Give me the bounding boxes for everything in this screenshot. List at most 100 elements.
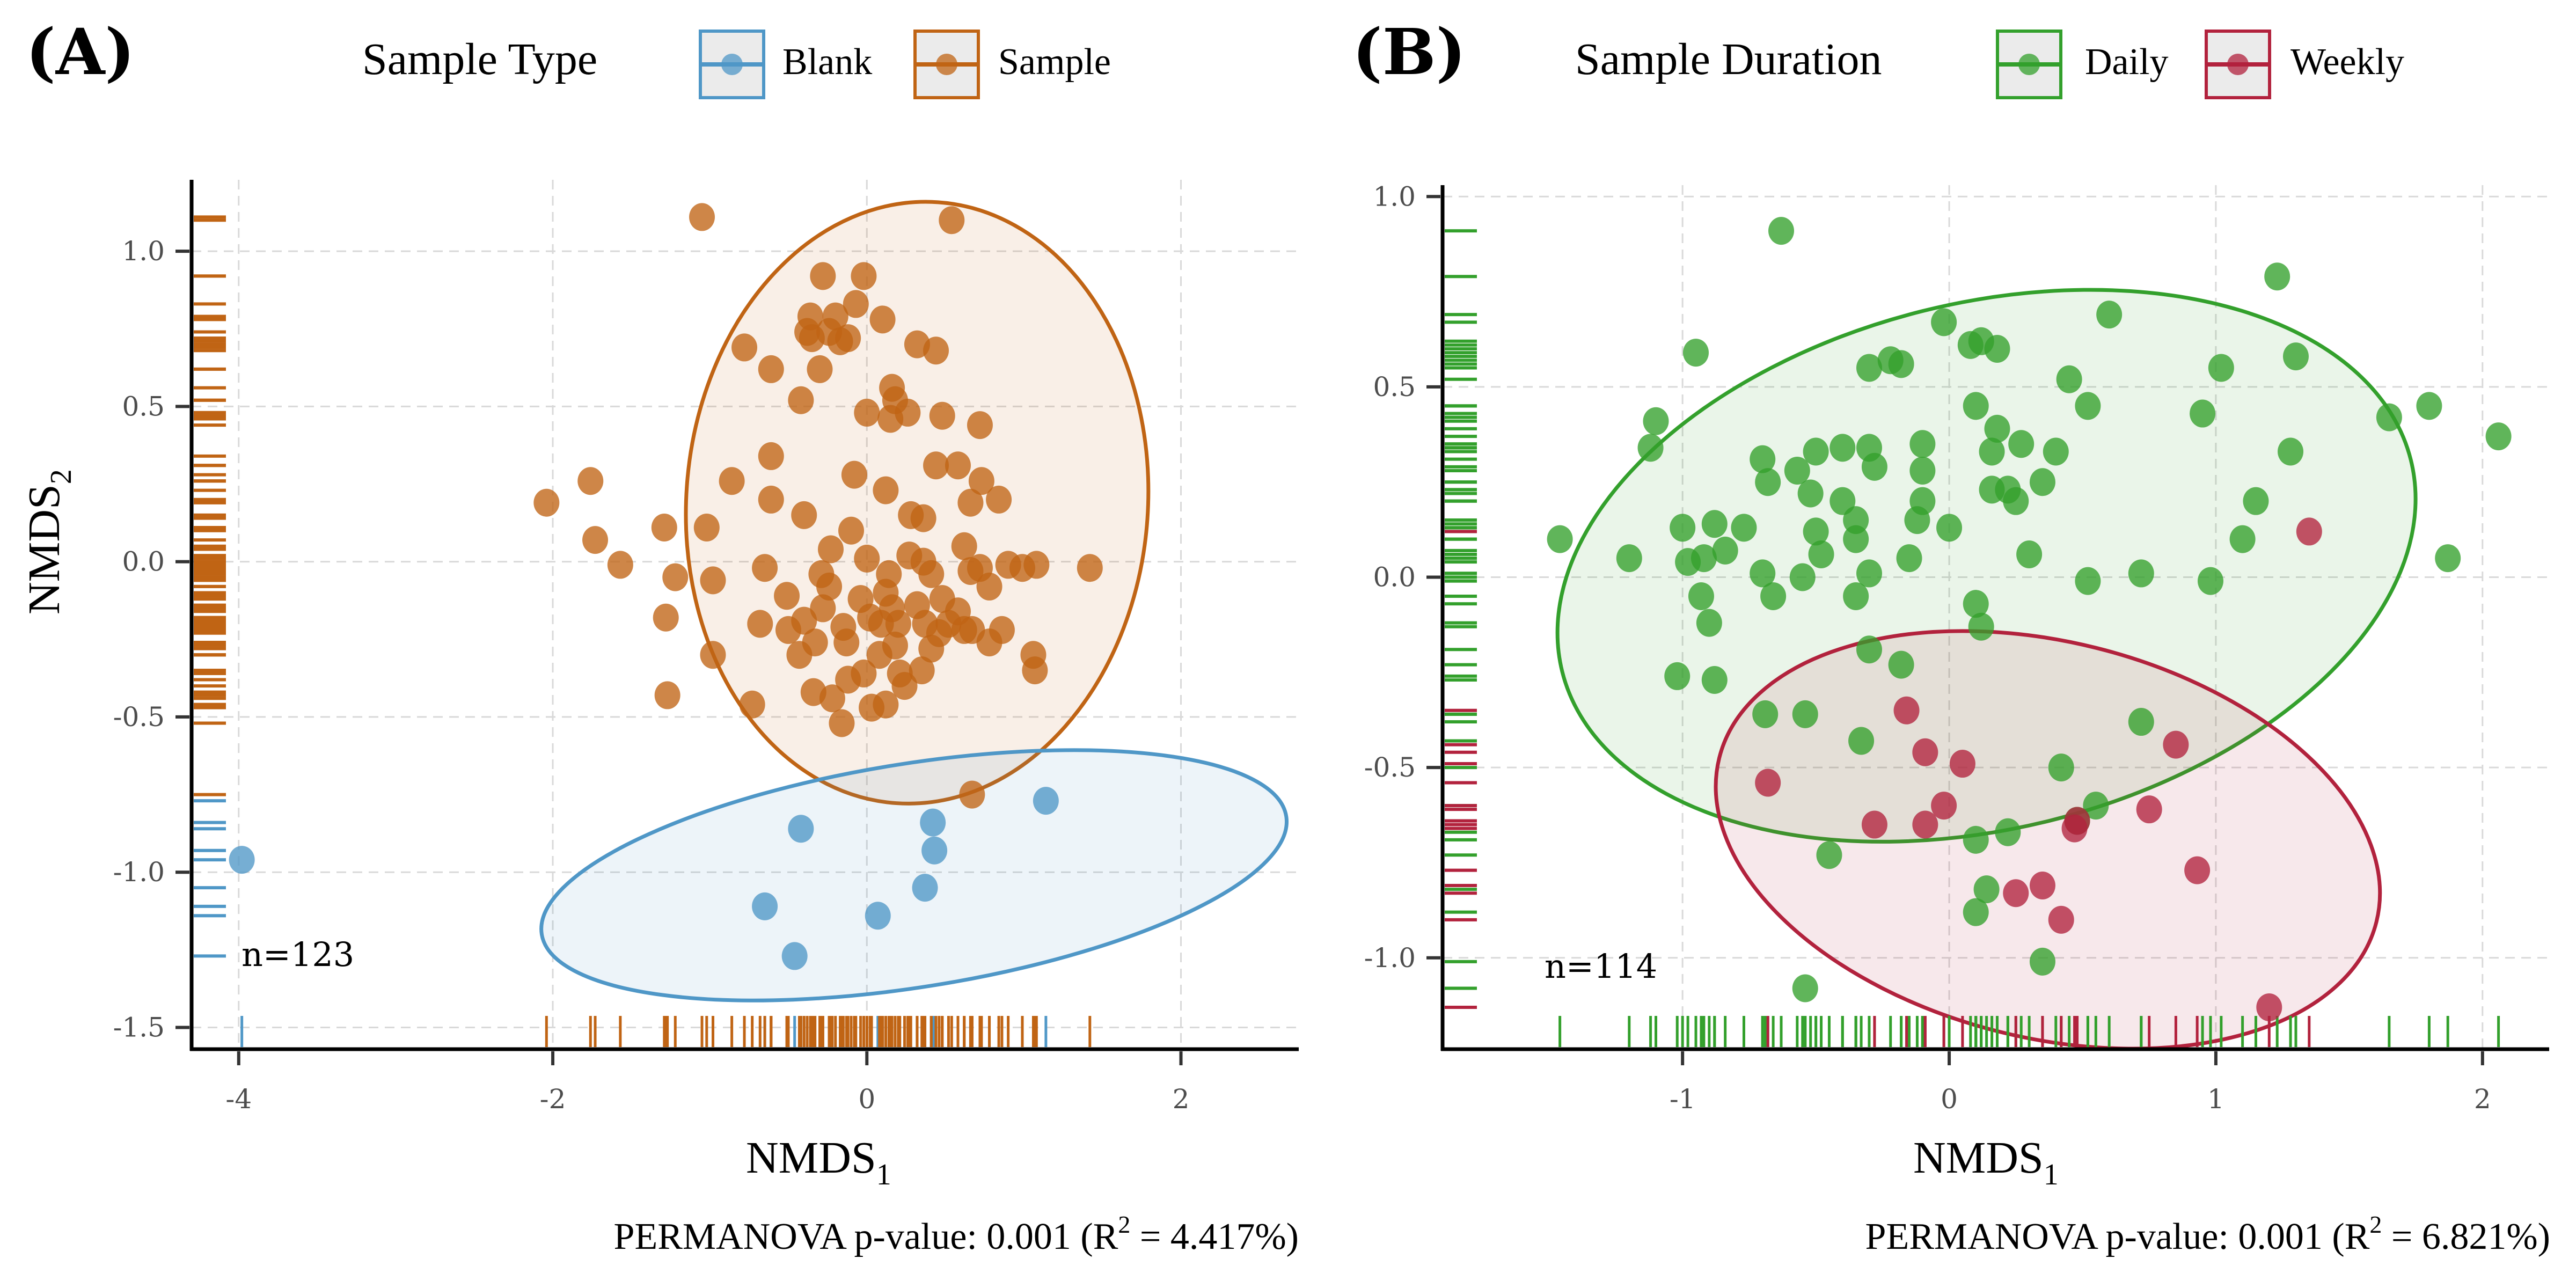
panel-b-point-daily[interactable] xyxy=(2282,342,2309,371)
panel-a-point-sample[interactable] xyxy=(838,516,865,545)
panel-b-point-daily[interactable] xyxy=(1792,974,1818,1002)
panel-b-point-daily[interactable] xyxy=(2416,392,2442,420)
panel-b-point-daily[interactable] xyxy=(1803,517,1829,546)
panel-a-point-sample[interactable] xyxy=(758,485,784,514)
panel-b-point-daily[interactable] xyxy=(1752,700,1779,728)
panel-b-point-daily[interactable] xyxy=(2056,365,2082,393)
panel-a-point-sample[interactable] xyxy=(700,566,726,595)
panel-a-point-sample[interactable] xyxy=(827,327,853,355)
panel-a-point-sample[interactable] xyxy=(791,501,817,529)
panel-a-point-sample[interactable] xyxy=(752,554,778,582)
panel-b-point-weekly[interactable] xyxy=(1861,810,1887,839)
panel-b-point-daily[interactable] xyxy=(2128,559,2154,588)
legend-entry-daily[interactable]: Daily xyxy=(1996,30,2169,99)
panel-b-point-daily[interactable] xyxy=(2229,525,2256,553)
panel-b-point-daily[interactable] xyxy=(1909,456,1936,485)
panel-b-point-daily[interactable] xyxy=(2264,262,2290,291)
panel-a-point-sample[interactable] xyxy=(758,442,784,470)
panel-b-point-daily[interactable] xyxy=(2048,753,2074,782)
panel-a-point-sample[interactable] xyxy=(989,616,1015,644)
panel-b-point-daily[interactable] xyxy=(1547,525,1573,553)
panel-a-point-sample[interactable] xyxy=(654,681,680,709)
panel-b-point-weekly[interactable] xyxy=(1912,810,1938,839)
panel-b-point-weekly[interactable] xyxy=(2029,872,2055,900)
panel-a-point-sample[interactable] xyxy=(869,305,896,334)
panel-b-point-daily[interactable] xyxy=(1701,666,1728,694)
panel-b-point-daily[interactable] xyxy=(2485,422,2512,451)
panel-b-point-daily[interactable] xyxy=(1968,612,1994,641)
panel-b-point-daily[interactable] xyxy=(2190,399,2216,428)
legend-entry-sample[interactable]: Sample xyxy=(913,30,1111,99)
panel-a-point-blank[interactable] xyxy=(752,892,778,920)
panel-b-point-daily[interactable] xyxy=(1792,700,1818,728)
panel-a-point-sample[interactable] xyxy=(689,203,715,231)
panel-a-point-sample[interactable] xyxy=(910,504,936,532)
panel-b-point-daily[interactable] xyxy=(1856,559,1882,588)
panel-b-point-daily[interactable] xyxy=(2008,430,2035,458)
panel-a-point-sample[interactable] xyxy=(968,467,994,495)
panel-a-point-sample[interactable] xyxy=(582,526,609,554)
panel-b-point-daily[interactable] xyxy=(1909,487,1936,515)
panel-b-point-weekly[interactable] xyxy=(1893,696,1920,724)
panel-a-point-blank[interactable] xyxy=(921,836,948,865)
panel-a-point-sample[interactable] xyxy=(976,572,1002,601)
panel-b-point-weekly[interactable] xyxy=(1912,738,1938,766)
panel-b-point-daily[interactable] xyxy=(1696,609,1722,637)
panel-a-point-sample[interactable] xyxy=(693,514,720,541)
panel-a-point-sample[interactable] xyxy=(807,355,833,383)
panel-a-point-sample[interactable] xyxy=(731,333,758,362)
panel-b-point-daily[interactable] xyxy=(1963,590,1989,618)
panel-a-point-sample[interactable] xyxy=(747,610,773,638)
panel-a-point-sample[interactable] xyxy=(810,594,836,623)
panel-a-point-sample[interactable] xyxy=(957,488,984,517)
panel-b-point-daily[interactable] xyxy=(1843,525,1869,553)
panel-a-point-sample[interactable] xyxy=(607,551,633,579)
panel-b-point-weekly[interactable] xyxy=(1755,769,1781,797)
panel-b-point-daily[interactable] xyxy=(1856,354,1882,382)
panel-b-point-weekly[interactable] xyxy=(2296,517,2322,546)
panel-a-point-sample[interactable] xyxy=(1022,656,1048,685)
panel-a-point-sample[interactable] xyxy=(923,336,949,365)
panel-a-point-blank[interactable] xyxy=(788,815,814,843)
panel-a-point-sample[interactable] xyxy=(1023,551,1050,579)
panel-b-point-daily[interactable] xyxy=(1984,414,2010,443)
panel-a-point-sample[interactable] xyxy=(843,290,869,318)
panel-a-point-sample[interactable] xyxy=(799,324,825,353)
panel-b-point-daily[interactable] xyxy=(2043,437,2069,466)
panel-a-point-sample[interactable] xyxy=(719,467,745,495)
panel-b-point-daily[interactable] xyxy=(1701,510,1728,538)
panel-b-point-weekly[interactable] xyxy=(1949,750,1975,778)
panel-a-point-sample[interactable] xyxy=(810,262,836,290)
panel-b-point-daily[interactable] xyxy=(1957,331,1984,359)
panel-a-point-sample[interactable] xyxy=(882,631,908,660)
panel-b-point-daily[interactable] xyxy=(1816,841,1842,869)
panel-b-point-daily[interactable] xyxy=(1829,434,1856,462)
panel-b-point-daily[interactable] xyxy=(2096,301,2123,329)
panel-b-point-daily[interactable] xyxy=(2128,708,2154,736)
panel-a-point-sample[interactable] xyxy=(533,488,560,517)
panel-b-point-daily[interactable] xyxy=(1936,514,1963,542)
panel-b-point-daily[interactable] xyxy=(1995,818,2021,846)
panel-b-point-daily[interactable] xyxy=(2197,567,2223,595)
panel-a-point-blank[interactable] xyxy=(781,942,808,970)
panel-b-point-daily[interactable] xyxy=(1803,437,1829,466)
panel-b-point-daily[interactable] xyxy=(1760,582,1787,610)
panel-a-point-sample[interactable] xyxy=(891,672,918,700)
panel-a-point-sample[interactable] xyxy=(817,535,844,564)
panel-a-point-blank[interactable] xyxy=(912,874,938,902)
panel-b-point-daily[interactable] xyxy=(2083,792,2109,820)
panel-b-point-weekly[interactable] xyxy=(2048,905,2074,934)
panel-b-point-daily[interactable] xyxy=(1750,445,1776,473)
panel-b-point-daily[interactable] xyxy=(1643,407,1669,435)
panel-a-point-sample[interactable] xyxy=(909,656,935,685)
panel-a-point-sample[interactable] xyxy=(945,451,971,480)
panel-b-point-weekly[interactable] xyxy=(1931,792,1957,820)
panel-b-point-weekly[interactable] xyxy=(2184,856,2211,884)
panel-b-point-daily[interactable] xyxy=(1973,875,2000,904)
panel-b-point-daily[interactable] xyxy=(2208,354,2234,382)
panel-b-point-weekly[interactable] xyxy=(2061,814,2088,843)
panel-a-point-sample[interactable] xyxy=(959,780,985,809)
panel-a-point-sample[interactable] xyxy=(653,603,679,632)
panel-a-point-sample[interactable] xyxy=(951,532,977,560)
panel-a-point-sample[interactable] xyxy=(854,544,880,573)
